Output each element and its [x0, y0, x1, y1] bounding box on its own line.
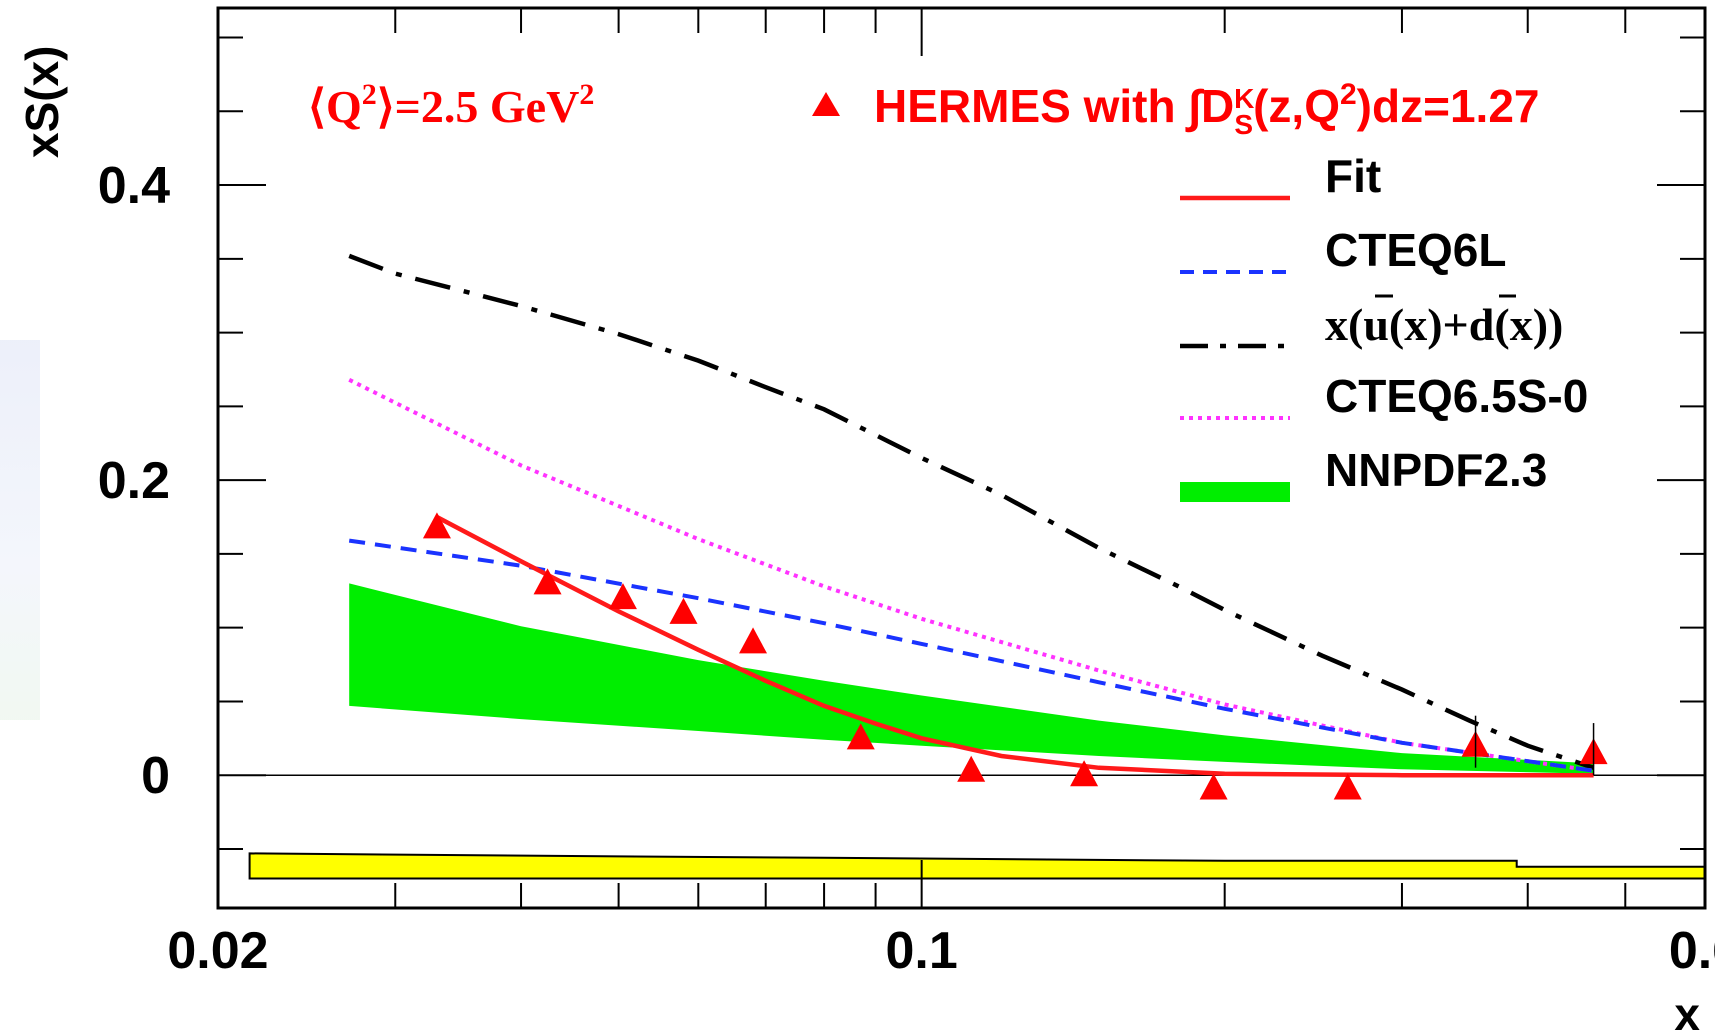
y-tick-label: 0	[141, 747, 170, 805]
ticks-layer	[217, 8, 1706, 908]
hermes-point	[422, 512, 451, 539]
legend-hermes-label: HERMES with ∫DK S(z,Q2)dz=1.27	[874, 78, 1539, 140]
hermes-point	[669, 597, 698, 624]
plot-border	[216, 6, 1707, 910]
bands-layer	[218, 583, 1706, 880]
hermes-point	[1333, 773, 1362, 800]
fit-curve	[435, 515, 1594, 778]
legend-fit-label: Fit	[1325, 150, 1381, 202]
labels-layer: 0 0.2 0.4 0.02 0.1 0.6 xS(x) x ⟨Q2⟩=2.5 GeV2	[16, 46, 1715, 1036]
curves-layer	[348, 253, 1595, 778]
background-watermark	[0, 340, 40, 720]
hermes-point	[1070, 760, 1099, 787]
legend-cteq6l-label: CTEQ6L	[1325, 224, 1506, 276]
nnpdf-band	[349, 583, 1594, 774]
x-tick-label: 0.02	[167, 922, 268, 980]
hermes-point	[739, 627, 768, 654]
hermes-point	[846, 723, 875, 750]
cteq65-curve	[348, 378, 1594, 773]
y-tick-label: 0.2	[98, 452, 170, 510]
y-axis-title: xS(x)	[16, 46, 68, 158]
legend-ud-label: x(u(x)+d(x))	[1325, 299, 1563, 350]
legend-nnpdf-label: NNPDF2.3	[1325, 444, 1547, 496]
legend-hermes-marker	[812, 92, 840, 116]
hermes-point	[533, 568, 562, 595]
legend-nnpdf-swatch	[1180, 482, 1290, 502]
x-tick-label: 0.1	[885, 922, 957, 980]
x-tick-label: 0.6	[1669, 922, 1715, 980]
plot-frame	[216, 6, 1707, 910]
hermes-point	[1199, 773, 1228, 800]
hermes-point	[608, 583, 637, 610]
legend-cteq65-label: CTEQ6.5S-0	[1325, 370, 1588, 422]
cteq6l-curve	[348, 538, 1594, 773]
y-tick-label: 0.4	[98, 157, 170, 215]
hermes-point	[957, 755, 986, 782]
kinematics-annotation: ⟨Q2⟩=2.5 GeV2	[308, 78, 594, 132]
x-axis-title: x	[1674, 988, 1700, 1036]
systematic-band	[248, 852, 1706, 880]
markers-layer	[422, 512, 1608, 800]
legend: HERMES with ∫DK S(z,Q2)dz=1.27 Fit CTEQ6L CT…	[812, 78, 1588, 502]
